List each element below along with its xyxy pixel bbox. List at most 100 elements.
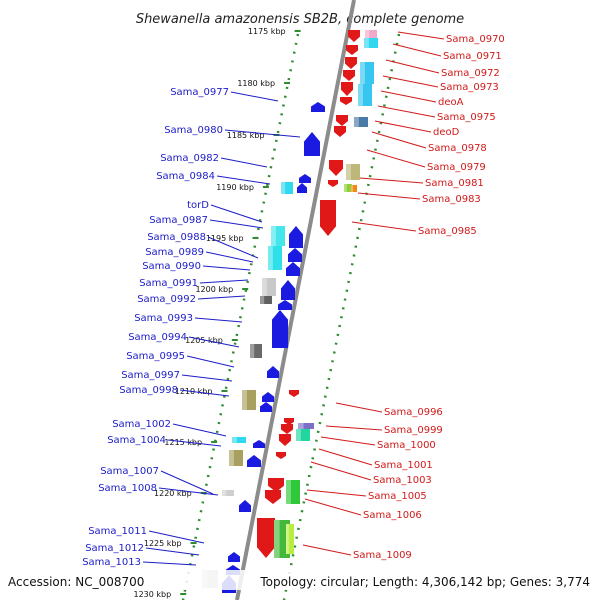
gene-label-sama-0991: Sama_0991 [139,278,198,289]
gene-block [286,480,300,504]
leader-line [320,436,376,446]
gene-label-sama-1011: Sama_1011 [88,526,147,537]
gene-label-sama-0984: Sama_0984 [156,171,215,182]
leader-line [357,192,421,200]
forward-gene-arrow [279,434,291,446]
gene-label-sama-0971: Sama_0971 [443,51,502,62]
leader-line [186,355,235,368]
leader-line [179,389,230,397]
leader-line [197,295,246,300]
leader-line [220,157,268,168]
reverse-gene-arrow [297,183,307,193]
gene-label-sama-0983: Sama_0983 [422,194,481,205]
gene-label-sama-0990: Sama_0990 [142,261,201,272]
gene-block [296,429,310,441]
gene-block [250,344,262,358]
tick-label-1220-kbp: 1220 kbp [154,489,192,498]
reverse-gene-arrow [299,174,311,183]
gene-block [242,390,256,410]
forward-gene-arrow [343,70,355,81]
gene-label-sama-1007: Sama_1007 [100,466,159,477]
leader-line [194,317,243,323]
forward-gene-arrow [336,115,348,126]
forward-gene-arrow [329,160,343,176]
gene-label-sama-1006: Sama_1006 [363,510,422,521]
gene-label-sama-0989: Sama_0989 [145,247,204,258]
leader-line [382,75,439,88]
tick-label-1215-kbp: 1215 kbp [164,438,202,447]
gene-block [364,38,378,48]
gene-label-sama-0979: Sama_0979 [427,162,486,173]
gene-block [281,182,293,194]
right-dotted-axis [282,33,401,600]
gene-block [232,437,246,443]
leader-line [325,425,383,431]
gene-label-sama-0981: Sama_0981 [425,178,484,189]
gene-label-sama-1005: Sama_1005 [368,491,427,502]
gene-label-sama-1003: Sama_1003 [373,475,432,486]
leader-line [385,59,440,74]
leader-line [188,336,240,348]
reverse-gene-arrow [278,300,292,310]
reverse-gene-arrow [262,392,274,402]
leader-line [304,498,362,516]
gene-block [351,185,357,192]
gene-label-sama-0997: Sama_0997 [121,370,180,381]
leader-line [302,544,352,556]
forward-gene-arrow [257,518,275,558]
gene-label-sama-0987: Sama_0987 [149,215,208,226]
gene-label-sama-0977: Sama_0977 [170,87,229,98]
gene-label-sama-0978: Sama_0978 [428,143,487,154]
reverse-gene-arrow [260,402,272,412]
forward-gene-arrow [346,45,358,55]
gene-label-sama-0980: Sama_0980 [164,125,223,136]
gene-label-sama-0975: Sama_0975 [437,112,496,123]
gene-label-sama-0999: Sama_0999 [384,425,443,436]
gene-block [271,226,285,246]
forward-gene-arrow [265,490,281,504]
tick-label-1195-kbp: 1195 kbp [206,234,244,243]
reverse-gene-arrow [239,500,251,512]
leader-line [318,448,373,466]
gene-label-sama-1000: Sama_1000 [377,440,436,451]
gene-label-sama-1001: Sama_1001 [374,460,433,471]
leader-line [148,530,205,544]
reverse-gene-arrow [267,366,279,378]
gene-block [358,84,372,106]
gene-block [360,62,374,84]
footer-bg [0,570,600,590]
genome-info-text: Topology: circular; Length: 4,306,142 bp… [259,575,590,589]
leader-line [397,31,445,40]
leader-line [205,251,254,263]
gene-label-sama-0995: Sama_0995 [126,351,185,362]
leader-line [335,402,383,413]
tick-label-1190-kbp: 1190 kbp [216,183,254,192]
gene-label-sama-0972: Sama_0972 [441,68,500,79]
forward-gene-arrow [328,180,338,187]
reverse-gene-arrow [228,552,240,562]
gene-label-sama-1009: Sama_1009 [353,550,412,561]
tick-label-1225-kbp: 1225 kbp [144,539,182,548]
gene-label-sama-0970: Sama_0970 [446,34,505,45]
genes-layer [202,30,378,593]
gene-label-sama-1008: Sama_1008 [98,483,157,494]
genome-backbone [235,0,356,600]
forward-gene-arrow [340,97,352,105]
gene-block [260,296,272,304]
gene-label-sama-1004: Sama_1004 [107,435,166,446]
leader-line [210,204,263,223]
leader-line [374,120,432,133]
forward-gene-arrow [276,452,286,459]
forward-gene-arrow [281,424,293,434]
gene-block [298,423,314,429]
forward-gene-arrow [268,478,284,492]
gene-label-sama-0988: Sama_0988 [147,232,206,243]
gene-label-sama-0992: Sama_0992 [137,294,196,305]
reverse-gene-arrow [311,102,325,112]
leader-line [392,43,442,57]
left-dotted-axis [181,33,300,600]
forward-gene-arrow [345,57,357,69]
reverse-gene-arrow [304,132,320,156]
forward-gene-arrow [341,82,353,96]
leader-line [380,90,437,103]
